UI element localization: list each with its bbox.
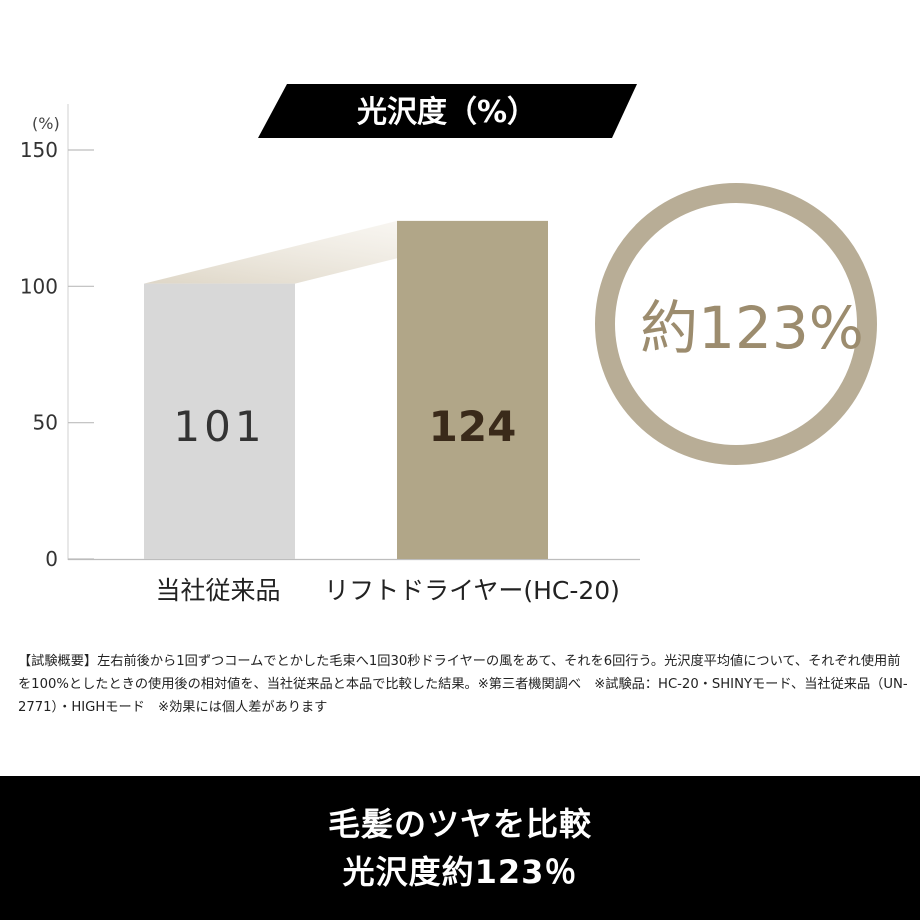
y-tick-label: 0 xyxy=(45,547,58,571)
title-banner xyxy=(258,84,637,138)
y-tick-label: 150 xyxy=(20,138,58,162)
category-label: 当社従来品 xyxy=(155,576,280,605)
gloss-chart: 光沢度（%） (%) 0 50 100 150 101 当社従来品 124 リフトドライヤー… xyxy=(20,84,877,605)
y-unit-label: (%) xyxy=(32,114,60,133)
footer-banner: 毛髪のツヤを比較 光沢度約123％ xyxy=(0,776,920,920)
bar xyxy=(144,283,295,559)
footer-line-2: 光沢度約123％ xyxy=(342,853,578,891)
highlight-ring xyxy=(595,183,877,465)
highlight-text: 約123% xyxy=(640,294,864,362)
y-tick-label: 50 xyxy=(33,411,58,435)
test-summary-note: 【試験概要】左右前後から1回ずつコームでとかした毛束へ1回30秒ドライヤーの風を… xyxy=(18,654,908,715)
bar-value-label: 101 xyxy=(173,402,265,451)
y-tick-label: 100 xyxy=(20,274,58,298)
chart-title: 光沢度（%） xyxy=(357,95,537,130)
bar xyxy=(397,220,548,560)
footer-line-1: 毛髪のツヤを比較 xyxy=(327,805,592,843)
bar-value-label: 124 xyxy=(429,402,517,451)
category-label: リフトドライヤー(HC-20) xyxy=(324,576,620,605)
